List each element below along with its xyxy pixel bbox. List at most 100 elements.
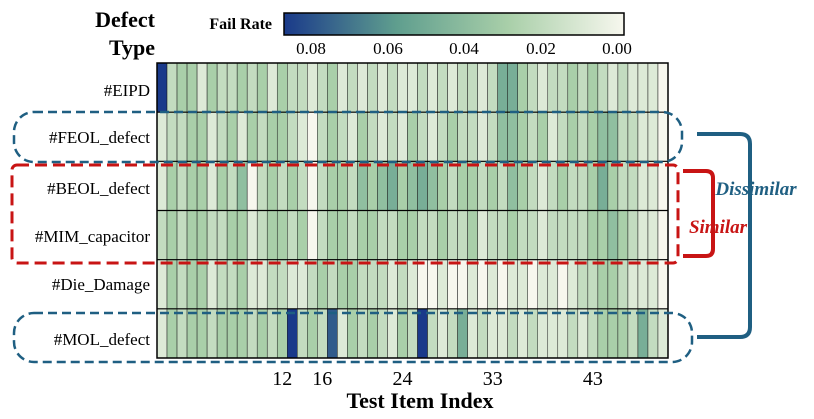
heatmap-cell [166,308,178,359]
heatmap-cell [276,308,288,359]
heatmap-cell [236,62,248,113]
heatmap-cell [467,161,478,211]
heatmap-cell [196,210,208,260]
heatmap-cell [156,210,168,260]
heatmap-cell [236,259,248,310]
heatmap-cell [447,259,458,310]
heatmap-cell [567,62,579,113]
heatmap-cell [627,111,639,162]
heatmap-cell [537,259,549,310]
heatmap-cell [497,308,508,359]
similar-annotation: Similar [689,217,748,238]
heatmap-cell [577,111,589,162]
heatmap-cell [427,62,438,113]
x-tick-label: 33 [483,368,503,390]
heatmap-cell [427,210,438,260]
heatmap-cell [226,62,238,113]
similar-box [10,163,680,265]
heatmap-cell [597,308,609,359]
heatmap-cell [307,210,318,260]
heatmap-cell [417,62,428,113]
heatmap-cell [427,111,438,162]
heatmap-cell [337,259,348,310]
colorbar [283,12,625,36]
heatmap-cell [357,308,368,359]
heatmap-cell [226,210,238,260]
heatmap-cell [457,308,468,359]
heatmap-cell [597,161,609,211]
heatmap-cell [186,259,198,310]
heatmap-cell [557,210,569,260]
dissimilar-annotation: Dissimilar [714,179,797,200]
heatmap-cell [216,259,228,310]
heatmap-cell [357,259,368,310]
heatmap-cell [527,111,538,162]
heatmap-cell [206,62,218,113]
heatmap-cell [297,161,308,211]
heatmap-cell [327,308,338,359]
heatmap-cell [407,62,418,113]
x-tick-label: 12 [272,368,292,390]
heatmap-cell [317,111,328,162]
heatmap-cell [397,210,408,260]
heatmap-cell [497,161,508,211]
heatmap-cell [246,308,258,359]
heatmap-cell [246,62,258,113]
heatmap-cell [276,161,288,211]
heatmap-cell [547,259,559,310]
heatmap-cell [246,210,258,260]
heatmap-cell [447,308,458,359]
heatmap-cell [367,308,378,359]
heatmap-cell [256,259,268,310]
heatmap-cell [537,62,549,113]
heatmap-cell [216,161,228,211]
heatmap-cell [317,259,328,310]
heatmap-cell [417,259,428,310]
heatmap-cell [657,111,669,162]
heatmap-cell [246,259,258,310]
heatmap-cell [587,259,599,310]
heatmap-cell [487,161,498,211]
heatmap-cell [307,111,318,162]
heatmap-cell [597,259,609,310]
heatmap-cell [517,308,528,359]
heatmap-cell [287,308,298,359]
heatmap-cell [276,62,288,113]
heatmap-cell [527,210,538,260]
heatmap-cell [216,111,228,162]
heatmap-cell [437,308,448,359]
heatmap-cell [467,111,478,162]
heatmap-cell [617,111,629,162]
heatmap-cell [216,62,228,113]
heatmap-cell [657,308,669,359]
heatmap-cell [387,62,398,113]
heatmap-cell [266,62,278,113]
heatmap-cell [517,259,528,310]
heatmap-cell [607,62,619,113]
heatmap-cell [577,259,589,310]
heatmap-cell [266,161,278,211]
heatmap-cell [387,210,398,260]
heatmap-cell [256,62,268,113]
heatmap-cell [236,161,248,211]
heatmap-cell [637,62,649,113]
heatmap-cell [377,111,388,162]
x-axis-label: Test Item Index [346,388,493,413]
x-tick-label: 43 [583,368,603,390]
heatmap-cell [637,308,649,359]
heatmap-cell [617,308,629,359]
row-label-feol-defect: #FEOL_defect [49,128,150,147]
colorbar-tick: 0.06 [373,39,403,58]
heatmap-cell [367,210,378,260]
heatmap-cell [577,62,589,113]
heatmap-cell [407,308,418,359]
heatmap-cell [297,111,308,162]
heatmap-cell [347,259,358,310]
heatmap-cell [166,161,178,211]
heatmap-cell [196,111,208,162]
heatmap-cell [627,161,639,211]
heatmap-cell [317,210,328,260]
heatmap-cell [266,308,278,359]
heatmap-cell [647,308,659,359]
